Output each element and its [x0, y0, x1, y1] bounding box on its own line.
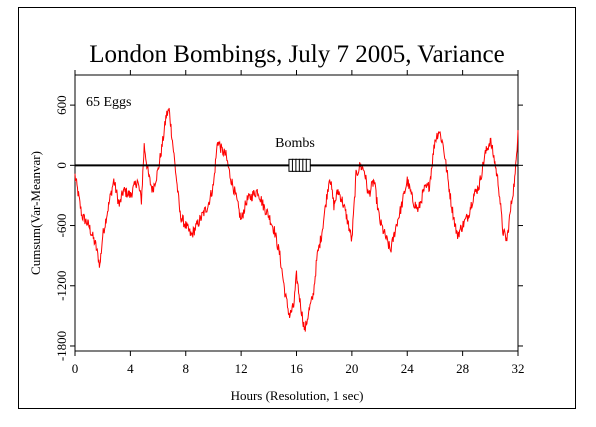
series-line: [74, 107, 519, 332]
x-tick-label: 24: [401, 361, 415, 376]
x-tick-label: 12: [235, 361, 248, 376]
x-axis-label: Hours (Resolution, 1 sec): [231, 388, 364, 403]
axes-layer: 0 4 8 12 16 20 24 28 32 600 0 -600 -1200 -1800: [54, 70, 525, 376]
series-layer: [74, 107, 519, 332]
chart-title: London Bombings, July 7 2005, Variance: [89, 41, 504, 68]
y-tick-label: -1800: [54, 331, 69, 361]
x-tick-label: 4: [127, 361, 134, 376]
x-tick-label: 20: [345, 361, 358, 376]
bomb-event-marker: [305, 158, 311, 172]
x-tick-label: 16: [290, 361, 304, 376]
y-tick-label: -600: [54, 214, 69, 238]
y-tick-label: -1200: [54, 271, 69, 301]
bombs-label: Bombs: [275, 136, 315, 151]
y-axis-label: Cumsum(Var-Meanvar): [28, 151, 43, 275]
plot-area: [74, 74, 519, 352]
event-layer: [288, 158, 311, 172]
x-tick-label: 0: [72, 361, 79, 376]
x-tick-label: 32: [512, 361, 525, 376]
x-tick-label: 28: [456, 361, 469, 376]
y-tick-label: 0: [54, 162, 69, 169]
egg-count-annotation: 65 Eggs: [86, 95, 132, 110]
x-tick-label: 8: [183, 361, 190, 376]
y-tick-label: 600: [54, 95, 69, 115]
